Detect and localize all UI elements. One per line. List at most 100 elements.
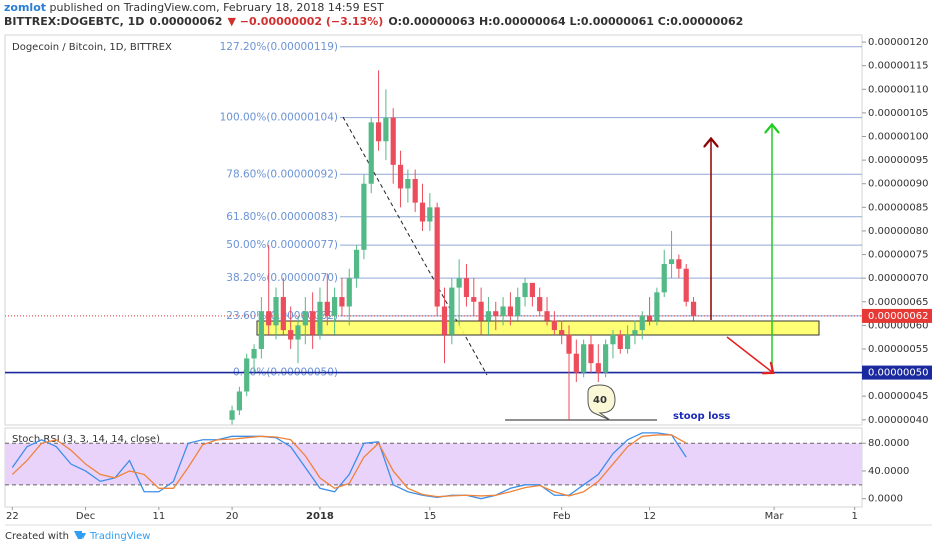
x-tick-label: 22 (6, 511, 19, 522)
candle-body (353, 249, 360, 279)
x-tick-label: 1 (851, 511, 857, 522)
candle-body (676, 259, 682, 269)
balloon-text: 40 (593, 395, 607, 406)
candle-body (646, 315, 653, 321)
candle-body (654, 292, 660, 321)
candle-body (427, 207, 433, 222)
y-tick-label: 80.0000 (868, 438, 909, 449)
candle-body (617, 334, 623, 349)
candle-body (603, 344, 609, 373)
brand-logo (74, 531, 86, 539)
x-tick-label: 2018 (306, 511, 334, 522)
candle-body (441, 306, 448, 335)
y-tick-label: 0.00000095 (868, 155, 928, 166)
candle-body (375, 122, 382, 142)
fib-label: 38.20%(0.00000070) (226, 272, 338, 284)
y-tick-label: 0.00000070 (868, 273, 928, 284)
candle-body (661, 263, 667, 293)
candle-body (507, 306, 514, 316)
candle-body (390, 117, 396, 165)
header-line: zomlot published on TradingView.com, Feb… (4, 1, 384, 14)
chart-title: Dogecoin / Bitcoin, 1D, BITTREX (12, 42, 172, 53)
candle-body (551, 320, 557, 331)
candle-body (522, 282, 528, 298)
y-tick-label: 0.00000040 (868, 415, 928, 426)
candle-body (529, 282, 535, 298)
candle-body (515, 297, 521, 316)
y-tick-label: 0.00000085 (868, 202, 928, 213)
support-zone (256, 320, 820, 336)
x-tick-label: Dec (76, 511, 95, 522)
candle-body (595, 363, 601, 373)
candle-body (244, 358, 250, 392)
candle-body (419, 202, 426, 222)
x-tick-label: Feb (553, 511, 571, 522)
candle-body (668, 259, 675, 264)
x-tick-label: 15 (423, 511, 436, 522)
footer-created: Created with (5, 531, 69, 542)
indicator-band (5, 443, 862, 485)
candle-body (449, 287, 455, 335)
candle-body (471, 297, 477, 302)
change: ▼ −0.00000002 (−3.13%) (227, 15, 383, 28)
panels (4, 34, 932, 526)
fib-label: 127.20%(0.00000119) (220, 41, 338, 53)
arrow-down (726, 336, 772, 372)
x-tick-label: Mar (765, 511, 785, 522)
candle-body (251, 348, 257, 359)
candle-body (383, 117, 389, 142)
candle-body (456, 278, 462, 288)
fib-label: 50.00%(0.00000077) (226, 239, 338, 251)
fib-label: 78.60%(0.00000092) (226, 168, 338, 180)
y-tick-label: 0.00000110 (868, 84, 928, 95)
candle-body (266, 311, 272, 326)
y-tick-label: 0.00000075 (868, 250, 928, 261)
publisher: zomlot (4, 1, 46, 14)
fib-label: 61.80%(0.00000083) (226, 211, 338, 223)
symbol-line: BITTREX:DOGEBTC, 1D 0.00000062 ▼ −0.000000… (4, 15, 743, 28)
candle-body (588, 344, 594, 364)
fib-label: 100.00%(0.00000104) (220, 112, 338, 124)
x-tick-label: 20 (226, 511, 239, 522)
candle-body (339, 297, 345, 307)
candle-body (639, 315, 645, 331)
y-tick-label: 0.00000055 (868, 344, 928, 355)
y-tick-label: 0.00000100 (868, 132, 928, 143)
candle-body (361, 183, 367, 250)
ohlc: O:0.00000063 H:0.00000064 L:0.00000061 C… (388, 15, 743, 28)
candle-body (500, 306, 506, 316)
candle-body (537, 297, 543, 312)
candle-body (324, 301, 330, 316)
candle-body (295, 325, 301, 340)
candle-body (288, 330, 294, 340)
price-badge (862, 308, 932, 323)
x-tick-label: 11 (152, 511, 165, 522)
candle-body (236, 391, 242, 411)
candle-body (310, 311, 316, 335)
candle-body (332, 297, 338, 316)
footer-brand: TradingView (89, 531, 150, 542)
y-tick-label: 0.00000115 (868, 61, 928, 72)
published: published on TradingView.com, February 1… (46, 1, 384, 14)
candle-body (485, 311, 492, 321)
y-tick-label: 0.00000105 (868, 108, 928, 119)
y-tick-label: 0.00000065 (868, 297, 928, 308)
candle-body (405, 179, 411, 189)
candle-body (463, 278, 470, 298)
last: 0.00000062 (149, 15, 222, 28)
symbol: BITTREX:DOGEBTC, 1D (4, 15, 144, 28)
indicator-line (11, 434, 687, 498)
candle-body (280, 297, 286, 331)
y-tick-label: 0.00000060 (868, 320, 928, 331)
y-tick-label: 0.00000080 (868, 226, 928, 237)
price-badge (862, 365, 932, 380)
candle-body (690, 301, 697, 316)
y-tick-label: 0.00000090 (868, 179, 928, 190)
main-panel (4, 34, 863, 426)
candle-body (493, 311, 499, 316)
candle-body (610, 334, 616, 345)
price-badge-label: 0.00000062 (868, 311, 928, 322)
candle-body (559, 330, 565, 335)
candle-body (229, 410, 235, 420)
